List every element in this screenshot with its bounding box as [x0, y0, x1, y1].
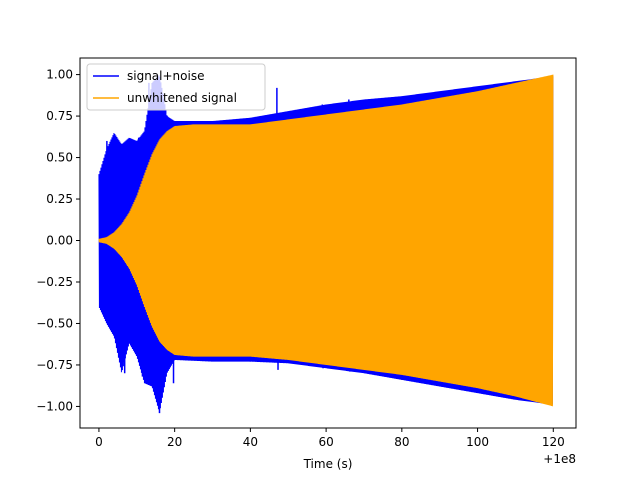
y-tick-label: −0.75	[36, 358, 73, 372]
x-tick-label: 100	[466, 435, 489, 449]
legend-label: signal+noise	[127, 69, 204, 83]
y-tick-label: −0.25	[36, 275, 73, 289]
x-tick-label: 0	[95, 435, 103, 449]
x-axis: 0 20 40 60 80 100 120	[95, 428, 565, 449]
x-tick-label: 80	[394, 435, 409, 449]
legend-box	[86, 63, 266, 111]
legend-label: unwhitened signal	[127, 91, 237, 105]
y-tick-label: 0.25	[46, 192, 73, 206]
x-tick-label: 120	[542, 435, 565, 449]
x-axis-label: Time (s)	[303, 457, 353, 471]
y-tick-label: 1.00	[46, 68, 73, 82]
y-tick-label: −1.00	[36, 399, 73, 413]
y-tick-label: 0.50	[46, 151, 73, 165]
series-line	[98, 74, 554, 407]
y-tick-label: 0.75	[46, 109, 73, 123]
x-offset-label: +1e8	[543, 452, 576, 466]
y-tick-label: −0.50	[36, 316, 73, 330]
series-unwhitened-signal	[98, 74, 554, 407]
x-tick-label: 20	[167, 435, 182, 449]
plot-frame	[79, 57, 577, 429]
y-axis: −1.00 −0.75 −0.50 −0.25 0.00 0.25 0.50 0.75 1.00	[36, 68, 80, 413]
x-tick-label: 40	[243, 435, 258, 449]
x-tick-label: 60	[318, 435, 333, 449]
series-layer	[98, 74, 554, 414]
legend: signal+noise unwhitened signal	[86, 63, 266, 111]
y-tick-label: 0.00	[46, 234, 73, 248]
